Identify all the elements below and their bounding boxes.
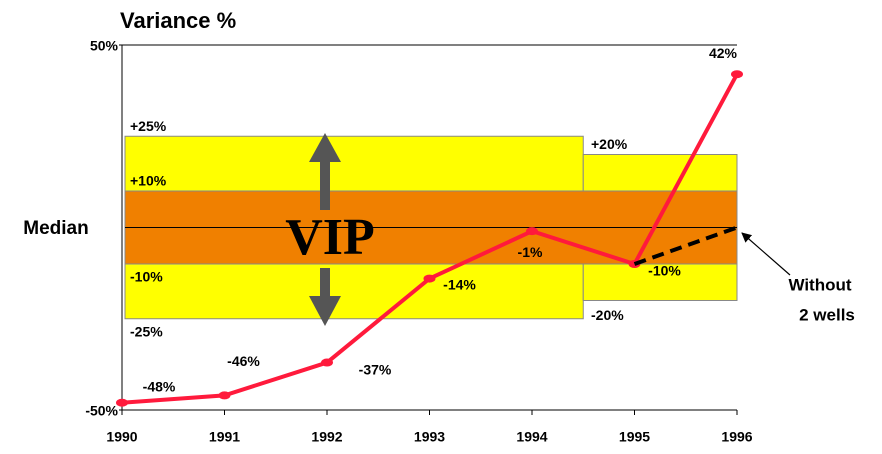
y-tick-label: 50% xyxy=(90,38,119,54)
annotation-arrow xyxy=(741,232,791,276)
bands xyxy=(124,135,738,320)
x-tick-label: 1992 xyxy=(311,429,342,445)
point xyxy=(731,70,743,79)
x-tick-label: 1995 xyxy=(619,429,650,445)
point xyxy=(423,274,436,283)
point xyxy=(218,391,231,400)
value-label: -14% xyxy=(443,276,476,292)
band-label: -25% xyxy=(130,323,163,339)
point xyxy=(526,227,538,236)
annotation: Without xyxy=(788,275,851,294)
chart-title: Variance % xyxy=(120,8,236,33)
band-label: -20% xyxy=(591,307,624,323)
band-label: +10% xyxy=(130,173,167,189)
y-tick-label: -50% xyxy=(85,403,118,419)
band-label: +20% xyxy=(591,136,628,152)
value-label: -1% xyxy=(518,244,543,260)
x-tick-label: 1996 xyxy=(721,429,752,445)
value-label: -37% xyxy=(359,361,392,377)
point xyxy=(116,398,128,407)
value-label: 42% xyxy=(709,45,738,61)
band-name: VIP xyxy=(285,209,375,266)
x-tick-label: 1993 xyxy=(414,429,445,445)
x-tick-label: 1990 xyxy=(106,429,137,445)
x-tick-label: 1994 xyxy=(516,429,547,445)
vip-arrows xyxy=(309,133,341,326)
value-label: -46% xyxy=(227,353,260,369)
value-label: -48% xyxy=(143,378,176,394)
annotation: 2 wells xyxy=(799,305,855,324)
median-label: Median xyxy=(23,218,88,239)
band-label: +25% xyxy=(130,118,167,134)
x-tick-label: 1991 xyxy=(209,429,240,445)
value-label: -10% xyxy=(648,263,681,279)
band-label: -10% xyxy=(130,269,163,285)
point xyxy=(321,358,333,367)
